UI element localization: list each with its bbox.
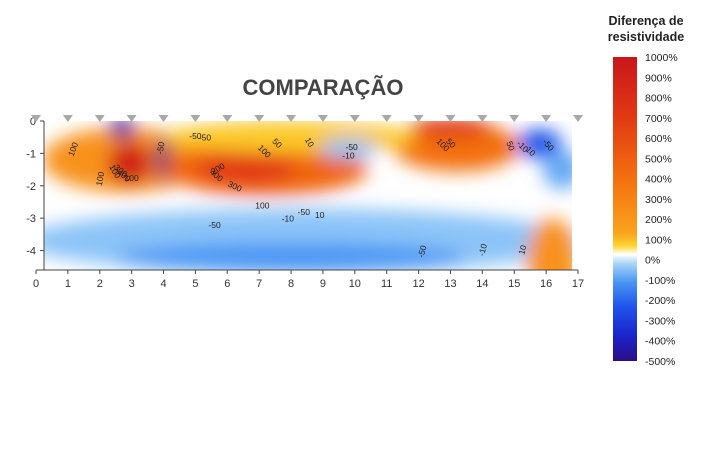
x-tick-label: 17 bbox=[572, 278, 584, 290]
colorbar-tick-label: 600% bbox=[645, 133, 672, 145]
colorbar: Diferença de resistividade 1000% 900% 800%… bbox=[608, 14, 684, 368]
electrode-marker bbox=[31, 115, 41, 122]
x-tick-label: 11 bbox=[381, 278, 392, 290]
x-tick-label: 0 bbox=[33, 278, 39, 290]
contour-label: 100 bbox=[255, 200, 269, 210]
heatmap-region bbox=[319, 138, 378, 159]
x-tick-label: 7 bbox=[256, 278, 262, 290]
electrode-marker bbox=[254, 115, 265, 122]
contour-label: 100 bbox=[125, 173, 139, 183]
x-axis: 0 1 2 3 4 5 6 7 8 9 10 11 12 13 14 15 16 17 bbox=[33, 269, 584, 290]
heatmap-region bbox=[409, 121, 492, 138]
electrode-marker bbox=[381, 115, 392, 122]
y-tick-label: -1 bbox=[26, 148, 36, 160]
electrode-marker bbox=[477, 115, 488, 122]
x-tick-label: 12 bbox=[412, 278, 424, 290]
electrode-marker bbox=[349, 115, 360, 122]
colorbar-tick-label: 500% bbox=[645, 153, 672, 165]
contour-label: 100 bbox=[66, 140, 80, 157]
x-tick-label: 6 bbox=[224, 278, 230, 290]
electrode-marker bbox=[541, 115, 552, 122]
x-tick-label: 2 bbox=[97, 278, 103, 290]
heatmap-field bbox=[44, 121, 572, 270]
x-tick-label: 13 bbox=[444, 278, 456, 290]
colorbar-tick-label: -500% bbox=[645, 356, 675, 368]
contour-label: -50 bbox=[199, 132, 212, 142]
electrode-marker bbox=[509, 115, 520, 122]
colorbar-tick-label: 300% bbox=[645, 194, 672, 206]
contour-label: -50 bbox=[189, 131, 202, 141]
colorbar-tick-label: 200% bbox=[645, 214, 672, 226]
contour-label: 10 bbox=[516, 244, 528, 256]
electrode-marker bbox=[126, 115, 137, 122]
electrode-marker bbox=[573, 115, 583, 122]
contour-label: 10 bbox=[303, 136, 317, 149]
colorbar-ticks: 1000% 900% 800% 700% 600% 500% 400% 300% 200% 100… bbox=[645, 52, 678, 368]
colorbar-tick-label: -400% bbox=[645, 336, 675, 348]
contour-label: -50 bbox=[416, 244, 429, 259]
x-tick-label: 9 bbox=[320, 278, 326, 290]
electrode-marker bbox=[190, 115, 201, 122]
x-tick-label: 10 bbox=[349, 278, 361, 290]
electrode-marker bbox=[62, 115, 73, 122]
colorbar-tick-label: -200% bbox=[645, 295, 675, 307]
chart-title: COMPARAÇÃO bbox=[243, 75, 404, 100]
contour-label: 100 bbox=[94, 171, 106, 187]
heatmap-region bbox=[115, 242, 467, 270]
electrode-marker bbox=[94, 115, 105, 122]
y-tick-label: -4 bbox=[26, 246, 36, 258]
colorbar-title-line2: resistividade bbox=[608, 30, 684, 44]
x-tick-label: 14 bbox=[476, 278, 488, 290]
colorbar-tick-label: 1000% bbox=[645, 52, 678, 64]
colorbar-tick-label: 400% bbox=[645, 174, 672, 186]
electrode-marker bbox=[445, 115, 456, 122]
contour-label: 10 bbox=[315, 210, 325, 220]
contour-label: -50 bbox=[155, 141, 167, 155]
colorbar-title-line1: Diferença de bbox=[608, 14, 683, 28]
x-tick-label: 16 bbox=[540, 278, 552, 290]
contour-label: -50 bbox=[298, 207, 311, 217]
colorbar-gradient bbox=[613, 57, 637, 361]
electrode-marker bbox=[286, 115, 297, 122]
heatmap-region bbox=[526, 218, 572, 270]
colorbar-tick-label: 100% bbox=[645, 234, 672, 246]
x-tick-label: 1 bbox=[65, 278, 71, 290]
colorbar-tick-label: -100% bbox=[645, 275, 675, 287]
y-tick-label: 0 bbox=[30, 116, 36, 128]
colorbar-tick-label: 0% bbox=[645, 255, 660, 267]
y-axis: 0 -1 -2 -3 -4 bbox=[26, 116, 45, 270]
x-tick-label: 5 bbox=[192, 278, 198, 290]
heatmap-region bbox=[107, 142, 153, 185]
y-tick-label: -3 bbox=[26, 213, 36, 225]
colorbar-tick-label: 900% bbox=[645, 72, 672, 84]
heatmap-region bbox=[542, 150, 572, 190]
contour-label: -10 bbox=[476, 242, 489, 257]
contour-label: -10 bbox=[282, 213, 295, 223]
heatmap-region bbox=[109, 121, 135, 138]
contour-label: -10 bbox=[342, 150, 355, 160]
colorbar-tick-label: 800% bbox=[645, 93, 672, 105]
electrode-marker bbox=[222, 115, 233, 122]
contour-label: -50 bbox=[208, 220, 221, 230]
y-tick-label: -2 bbox=[26, 181, 36, 193]
x-tick-label: 4 bbox=[160, 278, 166, 290]
x-tick-label: 8 bbox=[288, 278, 294, 290]
contour-label: -50 bbox=[345, 142, 358, 152]
x-tick-label: 15 bbox=[508, 278, 520, 290]
electrode-markers bbox=[31, 115, 583, 122]
colorbar-tick-label: 700% bbox=[645, 113, 672, 125]
heatmap-region bbox=[198, 148, 295, 185]
heatmap-region bbox=[517, 129, 563, 159]
electrode-marker bbox=[317, 115, 328, 122]
electrode-marker bbox=[158, 115, 169, 122]
colorbar-tick-label: -300% bbox=[645, 315, 675, 327]
x-tick-label: 3 bbox=[129, 278, 135, 290]
contour-label: 50 bbox=[504, 140, 517, 153]
electrode-marker bbox=[413, 115, 424, 122]
